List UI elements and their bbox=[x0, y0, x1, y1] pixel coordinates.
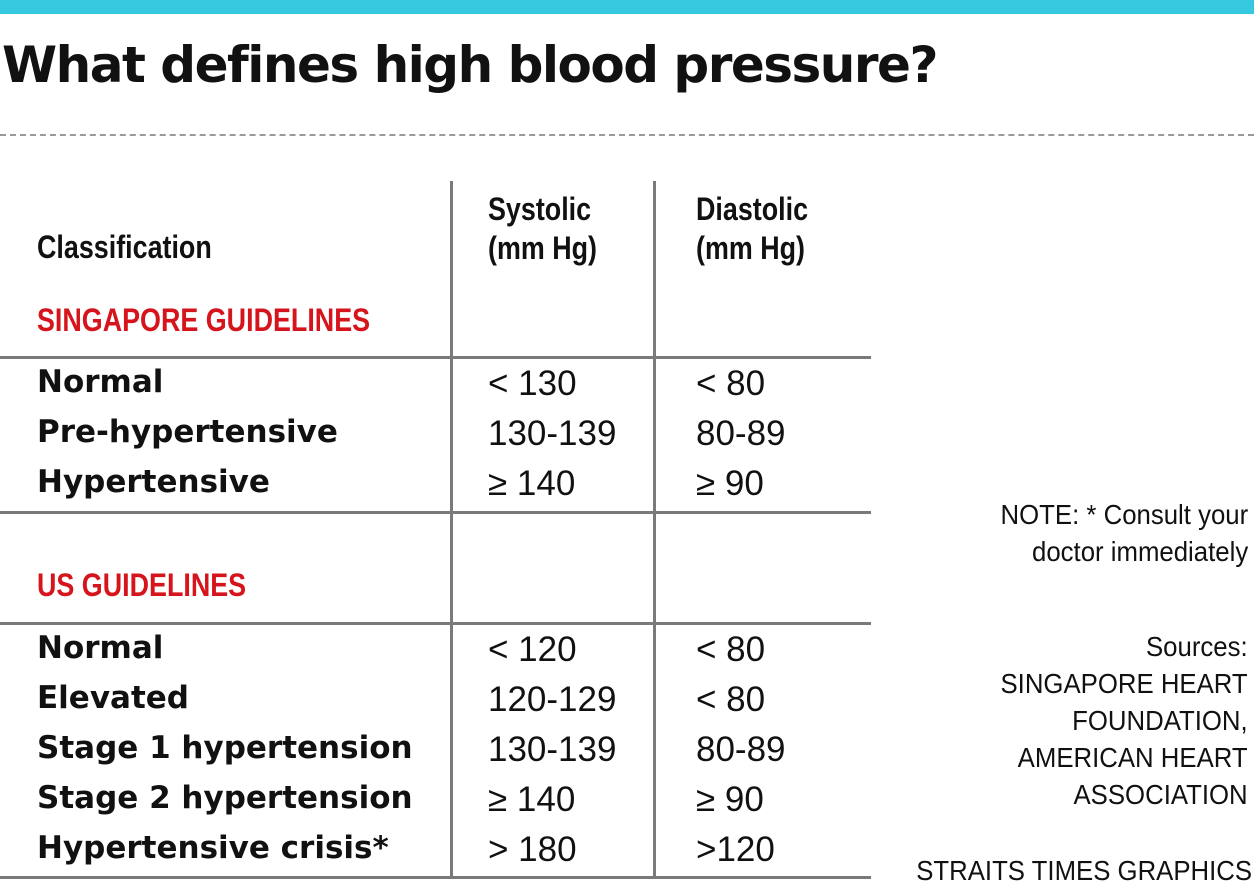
table-cell-diastolic: 80-89 bbox=[696, 414, 786, 453]
table-cell-diastolic: 80-89 bbox=[696, 730, 786, 769]
table-cell-systolic: < 120 bbox=[488, 630, 577, 669]
title-divider bbox=[0, 134, 1254, 136]
sources-line: SINGAPORE HEART bbox=[1000, 668, 1248, 699]
sources: Sources: SINGAPORE HEART FOUNDATION, AME… bbox=[1001, 628, 1248, 813]
row-divider-singapore-bottom bbox=[0, 511, 871, 514]
table-cell-diastolic: < 80 bbox=[696, 680, 766, 719]
column-header-line: (mm Hg) bbox=[488, 230, 598, 266]
row-divider-us-bottom bbox=[0, 876, 871, 879]
table-cell-diastolic: ≥ 90 bbox=[696, 464, 764, 503]
table-cell-systolic: 130-139 bbox=[488, 730, 617, 769]
table-cell-classification: Pre-hypertensive bbox=[37, 414, 338, 450]
table-cell-diastolic: < 80 bbox=[696, 364, 766, 403]
table-cell-systolic: > 180 bbox=[488, 830, 577, 869]
table-cell-classification: Normal bbox=[37, 364, 164, 400]
column-header-line: Classification bbox=[37, 229, 212, 265]
table-cell-systolic: 120-129 bbox=[488, 680, 617, 719]
table-cell-classification: Hypertensive crisis* bbox=[37, 830, 389, 866]
table-cell-classification: Stage 1 hypertension bbox=[37, 730, 413, 766]
section-header-singapore: SINGAPORE GUIDELINES bbox=[37, 302, 371, 338]
graphics-credit: STRAITS TIMES GRAPHICS bbox=[916, 855, 1252, 886]
footnote-line: doctor immediately bbox=[1031, 536, 1248, 567]
footnote: NOTE: * Consult your doctor immediately bbox=[1000, 496, 1248, 570]
sources-line: ASSOCIATION bbox=[1073, 779, 1248, 810]
sources-line: Sources: bbox=[1146, 631, 1248, 662]
column-divider-2 bbox=[653, 181, 656, 878]
accent-bar bbox=[0, 0, 1254, 14]
table-cell-systolic: < 130 bbox=[488, 364, 577, 403]
column-divider-1 bbox=[450, 181, 453, 878]
sources-line: FOUNDATION, bbox=[1072, 705, 1248, 736]
table-cell-systolic: ≥ 140 bbox=[488, 780, 576, 819]
sources-line: AMERICAN HEART bbox=[1018, 742, 1248, 773]
row-divider-us-top bbox=[0, 622, 871, 625]
section-header-us: US GUIDELINES bbox=[37, 567, 247, 603]
footnote-line: NOTE: * Consult your bbox=[1000, 499, 1248, 530]
table-cell-systolic: ≥ 140 bbox=[488, 464, 576, 503]
column-header-line: Diastolic bbox=[696, 191, 809, 227]
table-cell-classification: Stage 2 hypertension bbox=[37, 780, 413, 816]
table-cell-classification: Hypertensive bbox=[37, 464, 270, 500]
column-header-classification: Classification bbox=[37, 228, 212, 267]
table-cell-classification: Normal bbox=[37, 630, 164, 666]
table-cell-systolic: 130-139 bbox=[488, 414, 617, 453]
column-header-diastolic: Diastolic (mm Hg) bbox=[696, 190, 808, 268]
column-header-line: Systolic bbox=[488, 191, 592, 227]
chart-title: What defines high blood pressure? bbox=[2, 36, 938, 94]
table-cell-diastolic: < 80 bbox=[696, 630, 766, 669]
table-cell-diastolic: >120 bbox=[696, 830, 775, 869]
row-divider-singapore-top bbox=[0, 356, 871, 359]
column-header-systolic: Systolic (mm Hg) bbox=[488, 190, 597, 268]
table-cell-classification: Elevated bbox=[37, 680, 189, 716]
table-cell-diastolic: ≥ 90 bbox=[696, 780, 764, 819]
column-header-line: (mm Hg) bbox=[696, 230, 806, 266]
